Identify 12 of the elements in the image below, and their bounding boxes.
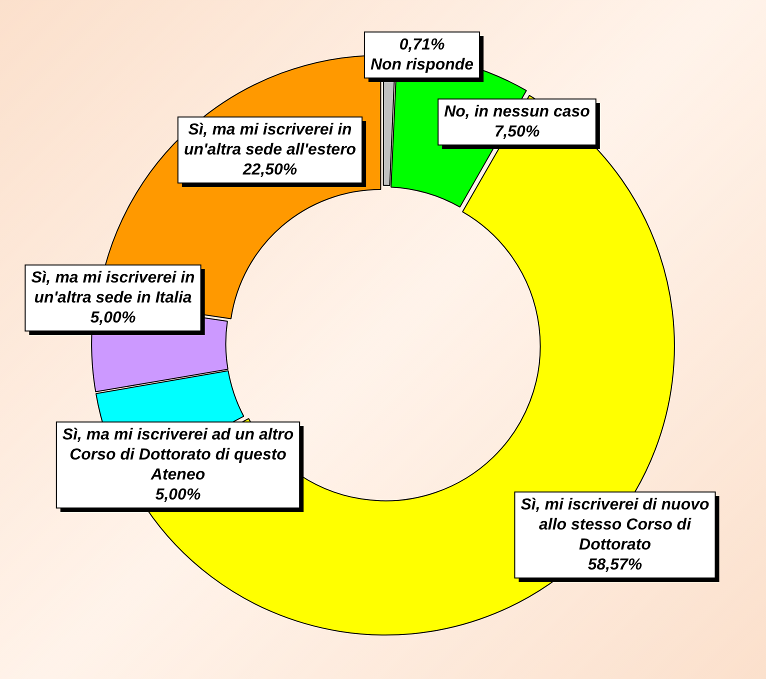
slice-label: Sì, mi iscriverei di nuovo allo stesso Corso di Dottorato [520,496,710,554]
slice-label: No, in nessun caso [444,103,590,120]
data-label: 5,00% [155,486,201,504]
slice-label: Non risponde [370,56,474,74]
data-label: 58,57% [588,556,642,574]
slice-label: Sì, ma mi iscriverei in un'altra sede in Italia [31,269,196,306]
data-label: 22,50% [242,161,298,178]
slice-label: Sì, ma mi iscriverei in un'altra sede all'estero [184,121,356,158]
data-label: 7,50% [494,123,540,140]
data-label: 5,00% [90,309,136,326]
slice-label: Sì, ma mi iscriverei ad un altro Corso di Dottorato di questo Ateneo [62,426,294,484]
data-label: 0,71% [399,36,445,54]
